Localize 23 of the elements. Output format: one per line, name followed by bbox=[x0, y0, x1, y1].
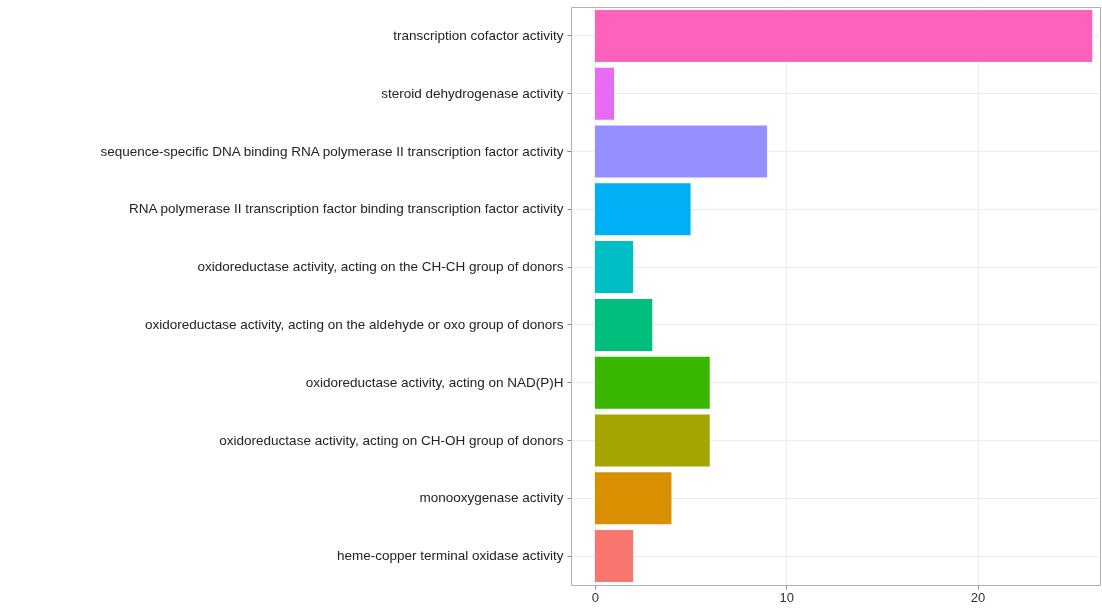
bar bbox=[594, 356, 710, 409]
bar bbox=[594, 183, 691, 236]
bar bbox=[594, 241, 634, 294]
y-tick-label: oxidoreductase activity, acting on CH-OH group of donors bbox=[219, 432, 564, 448]
y-tick-label: oxidoreductase activity, acting on the aldehyde or oxo group of donors bbox=[144, 316, 564, 332]
bar bbox=[594, 472, 672, 525]
y-tick-label: oxidoreductase activity, acting on the CH-CH group of donors bbox=[197, 259, 564, 275]
bar bbox=[594, 9, 1093, 62]
bar bbox=[594, 125, 768, 178]
x-tick-label: 20 bbox=[970, 589, 986, 605]
x-tick-label: 0 bbox=[591, 589, 600, 605]
y-tick-label: steroid dehydrogenase activity bbox=[381, 85, 564, 101]
y-tick-label: transcription cofactor activity bbox=[393, 27, 564, 43]
bar bbox=[594, 298, 653, 351]
y-tick-label: monooxygenase activity bbox=[419, 490, 564, 506]
y-tick-label: oxidoreductase activity, acting on NAD(P)H bbox=[305, 374, 564, 390]
y-tick-label: RNA polymerase II transcription factor binding transcription factor activity bbox=[129, 201, 564, 217]
bar bbox=[594, 530, 634, 583]
y-tick-label: heme-copper terminal oxidase activity bbox=[336, 548, 564, 564]
bar bbox=[594, 67, 615, 120]
x-tick-label: 10 bbox=[779, 589, 794, 605]
bar bbox=[594, 414, 710, 467]
y-tick-label: sequence-specific DNA binding RNA polymerase II transcription factor activity bbox=[100, 143, 564, 159]
